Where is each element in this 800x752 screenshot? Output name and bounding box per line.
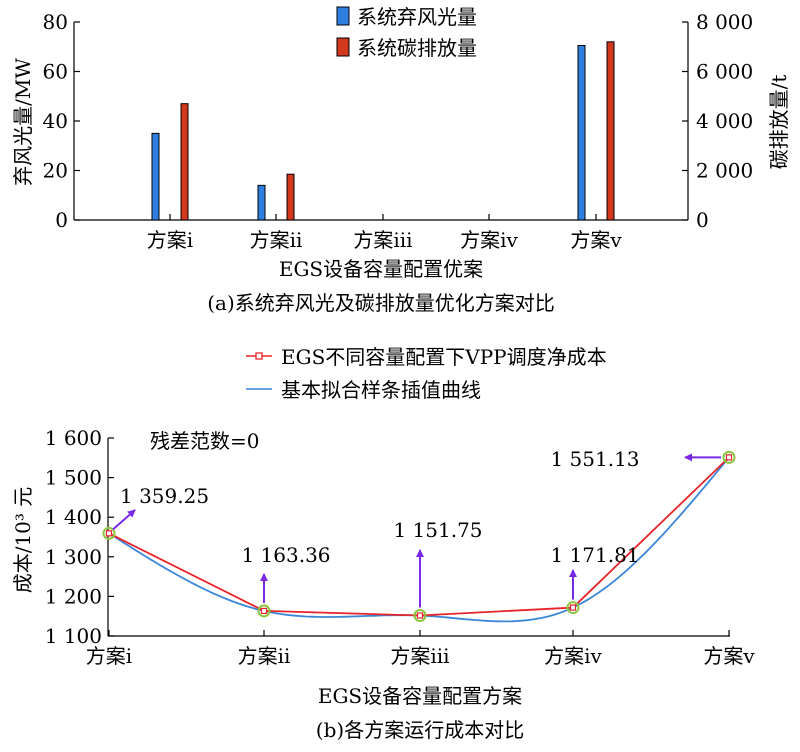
chart-b-y-tick-label: 1 600: [45, 426, 102, 450]
bar-carbon: [180, 103, 189, 221]
vpp-cost-point: [569, 604, 577, 611]
legend-swatch-carbon: [336, 37, 350, 57]
residual-norm-annotation: 残差范数=0: [150, 429, 259, 453]
legend-label-carbon: 系统碳排放量: [357, 36, 477, 60]
chart-a-y2-tick-label: 2 000: [696, 159, 753, 183]
chart-a-legend: 系统弃风光量 系统碳排放量: [336, 5, 477, 60]
chart-a-y-tick-label: 60: [43, 60, 68, 84]
bar-curtailment: [257, 184, 266, 221]
chart-b-x-tick-label: 方案i: [86, 644, 132, 668]
chart-a-y-tick-label: 80: [43, 10, 68, 34]
legend-label-spline: 基本拟合样条插值曲线: [281, 378, 481, 402]
vpp-cost-point: [260, 607, 268, 615]
chart-b-y-tick-label: 1 100: [45, 624, 102, 648]
chart-a-x-axis-label: EGS设备容量配置优案: [279, 257, 483, 281]
value-label: 1 171.81: [550, 543, 639, 567]
chart-a-axes: 0 20 40 60 80 0 2 000 4 000 6 000 8 000 方案i 方案ii 方案i…: [43, 10, 754, 252]
chart-b-y-axis-label: 成本/10³ 元: [11, 487, 35, 594]
chart-b-x-tick-label: 方案iii: [390, 644, 449, 668]
chart-a-y-axis-label: 弃风光量/MW: [11, 58, 35, 186]
chart-a-y2-tick-label: 4 000: [696, 109, 753, 133]
chart-b-y-tick-label: 1 300: [45, 545, 102, 569]
bar-carbon: [286, 173, 295, 221]
chart-b-point-labels: 1 359.25 1 163.36 1 151.75 1 171.81 1 551.13: [112, 447, 721, 608]
legend-swatch-curtailment: [336, 6, 350, 26]
bar-curtailment: [151, 132, 160, 221]
highlight-circle-marker: [257, 604, 271, 618]
chart-a-x-tick-label: 方案i: [147, 228, 193, 252]
vpp-cost-point: [416, 612, 424, 619]
value-label: 1 163.36: [241, 543, 330, 567]
chart-a-y-tick-label: 20: [43, 159, 68, 183]
vpp-cost-point: [105, 530, 113, 537]
value-label: 1 359.25: [120, 484, 209, 508]
chart-a-x-tick-label: 方案ii: [250, 228, 303, 252]
value-label: 1 551.13: [550, 447, 639, 471]
legend-label-vpp-cost: EGS不同容量配置下VPP调度净成本: [281, 345, 607, 369]
chart-a-y-tick-label: 40: [43, 109, 68, 133]
chart-b-x-axis-label: EGS设备容量配置方案: [318, 684, 522, 708]
chart-b-axes: 1 100 1 200 1 300 1 400 1 500 1 600 方案i 方案ii 方案i…: [45, 426, 756, 668]
chart-a-caption: (a)系统弃风光及碳排放量优化方案对比: [207, 291, 555, 315]
chart-b-x-tick-label: 方案iv: [544, 644, 602, 668]
chart-b-caption: (b)各方案运行成本对比: [316, 718, 524, 742]
highlight-circle-marker: [566, 601, 580, 615]
legend-marker-vpp-cost: [255, 352, 263, 360]
chart-b-y-tick-label: 1 400: [45, 505, 102, 529]
highlight-circle-marker: [722, 450, 736, 464]
chart-a-y2-tick-label: 0: [696, 208, 709, 232]
chart-b-y-tick-label: 1 500: [45, 466, 102, 490]
chart-b-points: [102, 450, 736, 623]
chart-a-y2-tick-label: 6 000: [696, 60, 753, 84]
bar-carbon: [606, 41, 615, 221]
chart-a-x-tick-label: 方案v: [570, 228, 622, 252]
chart-b-x-tick-label: 方案ii: [238, 644, 291, 668]
chart-a-x-tick-label: 方案iii: [353, 228, 412, 252]
legend-label-curtailment: 系统弃风光量: [357, 5, 477, 29]
highlight-circle-marker: [102, 526, 116, 540]
chart-b-y-tick-label: 1 200: [45, 584, 102, 608]
highlight-circle-marker: [413, 609, 427, 623]
chart-a-x-tick-label: 方案iv: [460, 228, 518, 252]
chart-a-y2-tick-label: 8 000: [696, 10, 753, 34]
chart-b-legend: EGS不同容量配置下VPP调度净成本 基本拟合样条插值曲线: [246, 345, 607, 402]
bar-curtailment: [577, 45, 586, 221]
vpp-cost-point: [725, 454, 733, 461]
chart-b-x-tick-label: 方案v: [703, 644, 755, 668]
value-arrow: [112, 509, 136, 531]
chart-a: 系统弃风光量 系统碳排放量 0 20 40 60 80 0 2 000 4 000 6 000 8…: [11, 5, 791, 315]
chart-a-y2-axis-label: 碳排放量/t: [767, 75, 791, 170]
chart-a-y-tick-label: 0: [55, 208, 68, 232]
value-label: 1 151.75: [393, 518, 482, 542]
chart-b: EGS不同容量配置下VPP调度净成本 基本拟合样条插值曲线 残差范数=0 1 1…: [11, 345, 755, 742]
chart-a-bars: [151, 41, 615, 221]
